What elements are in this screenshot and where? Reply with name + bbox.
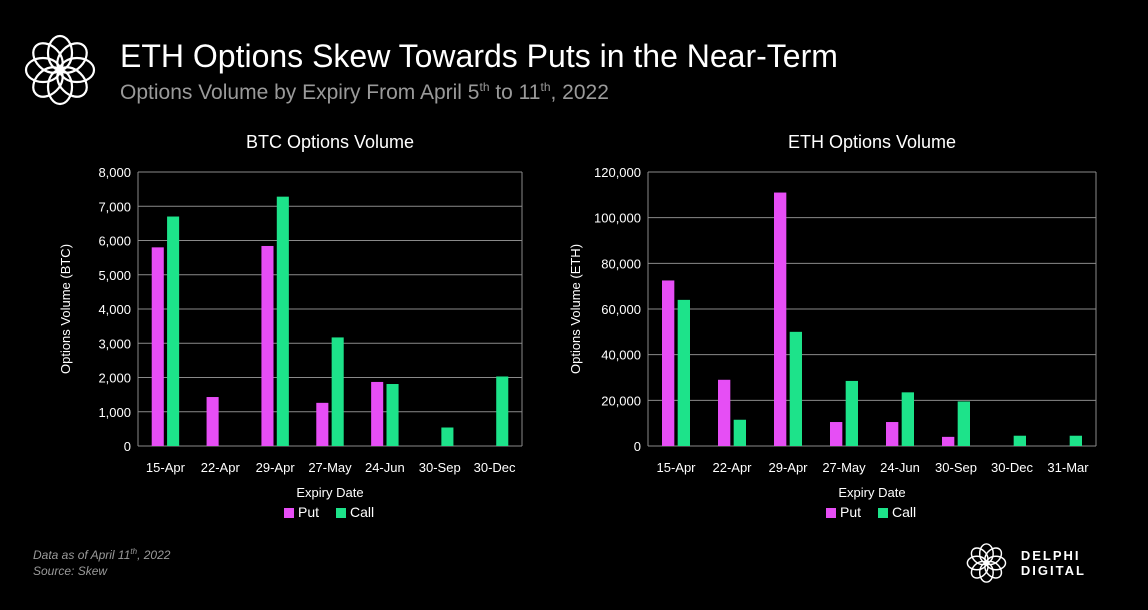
y-tick-label: 0 [124,439,131,454]
x-tick-label: 22-Apr [201,460,241,475]
chart-svg: ETH Options Volume 0 20,000 40,000 60,000 80,… [568,132,1097,520]
y-axis-label: Options Volume (BTC) [58,244,73,374]
call-bar [441,427,454,446]
y-tick-label: 20,000 [601,393,641,408]
y-tick-label: 1,000 [98,405,131,420]
brand: DELPHI DIGITAL [964,540,1148,586]
source-note: Source: Skew [33,564,108,578]
x-tick-label: 22-Apr [712,460,752,475]
legend-swatch-put [826,508,836,518]
y-tick-label: 120,000 [594,165,641,180]
legend-label-call: Call [892,504,916,520]
x-tick-label: 30-Sep [935,460,977,475]
put-bar [261,245,274,446]
x-axis-label: Expiry Date [838,485,905,500]
chart-svg: BTC Options Volume 0 1,000 2,000 3,000 4,000 5… [58,132,523,520]
call-bar [1013,435,1026,446]
call-bar [733,419,746,446]
put-bar [886,422,899,446]
put-bar [151,247,164,446]
brand-name: DELPHI DIGITAL [1020,548,1086,578]
y-tick-label: 6,000 [98,234,131,249]
legend-label-put: Put [840,504,861,520]
call-bar [901,392,914,446]
y-tick-label: 2,000 [98,371,131,386]
call-bar [496,376,509,446]
y-tick-label: 80,000 [601,256,641,271]
subtitle-sup-2: th [540,80,551,94]
subtitle-suffix: , 2022 [550,81,609,104]
x-axis-label: Expiry Date [296,485,363,500]
y-tick-label: 5,000 [98,268,131,283]
y-tick-label: 7,000 [98,199,131,214]
legend-swatch-call [878,508,888,518]
chart-title: ETH Options Volume [788,132,956,152]
y-tick-label: 0 [634,439,641,454]
page-title: ETH Options Skew Towards Puts in the Nea… [120,38,838,74]
call-bar [276,196,289,446]
put-bar [774,192,787,446]
x-tick-label: 27-May [308,460,352,475]
y-tick-label: 4,000 [98,302,131,317]
call-bar [845,380,858,446]
x-tick-label: 15-Apr [656,460,696,475]
y-tick-label: 40,000 [601,348,641,363]
put-bar [942,436,955,446]
call-bar [1069,435,1082,446]
btc-options-chart: BTC Options Volume 0 1,000 2,000 3,000 4,000 5… [40,128,540,528]
call-bar [677,299,690,446]
page-subtitle: Options Volume by Expiry From April 5th … [120,80,609,105]
y-tick-label: 100,000 [594,211,641,226]
subtitle-sup-1: th [479,80,490,94]
call-bar [331,337,344,446]
put-bar [662,280,675,446]
y-tick-label: 60,000 [601,302,641,317]
subtitle-mid: to 11 [489,81,541,104]
x-tick-label: 30-Sep [419,460,461,475]
put-bar [316,402,329,446]
data-as-of-prefix: Data as of April 11 [33,548,131,562]
call-bar [957,401,970,446]
x-tick-label: 27-May [822,460,866,475]
delphi-flower-icon [966,543,1007,583]
data-as-of-sup: th [130,547,138,556]
call-bar [167,216,180,446]
x-tick-label: 29-Apr [768,460,808,475]
legend-label-call: Call [350,504,374,520]
data-as-of-note: Data as of April 11th, 2022 [33,544,170,563]
subtitle-prefix: Options Volume by Expiry From April 5 [120,81,480,104]
x-tick-label: 30-Dec [474,460,516,475]
x-tick-label: 31-Mar [1047,460,1089,475]
put-bar [206,397,219,446]
x-tick-label: 29-Apr [256,460,296,475]
call-bar [386,384,399,446]
legend-swatch-put [284,508,294,518]
x-tick-label: 30-Dec [991,460,1033,475]
eth-options-chart: ETH Options Volume 0 20,000 40,000 60,000 80,… [550,128,1110,528]
footnote: Data as of April 11th, 2022 Source: Skew [33,544,170,579]
y-tick-label: 8,000 [98,165,131,180]
data-as-of-suffix: , 2022 [137,548,171,562]
x-tick-label: 24-Jun [365,460,405,475]
put-bar [371,381,384,446]
legend-swatch-call [336,508,346,518]
put-bar [830,422,843,446]
x-tick-label: 24-Jun [880,460,920,475]
put-bar [718,379,731,446]
legend-label-put: Put [298,504,319,520]
call-bar [789,331,802,446]
chart-title: BTC Options Volume [246,132,414,152]
delphi-logo-icon [24,34,96,106]
x-tick-label: 15-Apr [146,460,186,475]
y-axis-label: Options Volume (ETH) [568,244,583,374]
y-tick-label: 3,000 [98,336,131,351]
